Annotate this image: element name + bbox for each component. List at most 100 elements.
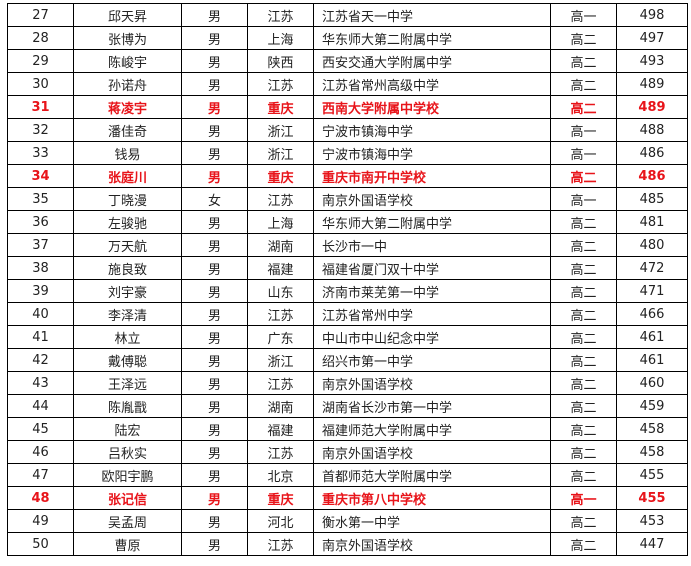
gender-cell: 男 (181, 256, 248, 280)
score-cell: 489 (616, 95, 688, 119)
score-cell: 488 (616, 118, 688, 142)
score-cell: 458 (616, 417, 688, 441)
grade-cell: 高二 (550, 256, 617, 280)
table-row: 41 林立男广东 中山市中山纪念中学 高二 461 (7, 325, 688, 349)
rank-cell: 50 (7, 532, 74, 556)
score-cell: 461 (616, 348, 688, 372)
gender-cell: 男 (181, 233, 248, 257)
school-cell: 宁波市镇海中学 (313, 141, 551, 165)
rank-cell: 41 (7, 325, 74, 349)
gender-cell: 男 (181, 325, 248, 349)
table-row: 47 欧阳宇鹏男北京 首都师范大学附属中学 高二 455 (7, 463, 688, 487)
name-cell: 吴孟周 (73, 509, 182, 533)
score-cell: 458 (616, 440, 688, 464)
grade-cell: 高一 (550, 118, 617, 142)
name-cell: 林立 (73, 325, 182, 349)
score-cell: 486 (616, 164, 688, 188)
grade-cell: 高一 (550, 141, 617, 165)
province-cell: 浙江 (247, 141, 314, 165)
gender-cell: 男 (181, 95, 248, 119)
score-cell: 466 (616, 302, 688, 326)
table-row: 32 潘佳奇男浙江 宁波市镇海中学 高一 488 (7, 118, 688, 142)
province-cell: 江苏 (247, 371, 314, 395)
name-cell: 施良致 (73, 256, 182, 280)
grade-cell: 高一 (550, 3, 617, 27)
grade-cell: 高二 (550, 440, 617, 464)
rank-cell: 36 (7, 210, 74, 234)
name-cell: 万天航 (73, 233, 182, 257)
name-cell: 吕秋实 (73, 440, 182, 464)
gender-cell: 男 (181, 532, 248, 556)
province-cell: 福建 (247, 417, 314, 441)
table-row: 40 李泽清男江苏 江苏省常州中学 高二 466 (7, 302, 688, 326)
score-cell: 461 (616, 325, 688, 349)
school-cell: 南京外国语学校 (313, 371, 551, 395)
grade-cell: 高二 (550, 95, 617, 119)
rank-cell: 45 (7, 417, 74, 441)
score-cell: 485 (616, 187, 688, 211)
rank-cell: 32 (7, 118, 74, 142)
school-cell: 重庆市第八中学校 (313, 486, 551, 510)
school-cell: 南京外国语学校 (313, 440, 551, 464)
grade-cell: 高二 (550, 302, 617, 326)
province-cell: 江苏 (247, 532, 314, 556)
gender-cell: 男 (181, 463, 248, 487)
province-cell: 湖南 (247, 394, 314, 418)
grade-cell: 高二 (550, 49, 617, 73)
rank-cell: 43 (7, 371, 74, 395)
province-cell: 广东 (247, 325, 314, 349)
table-row: 35 丁晓漫女江苏 南京外国语学校 高一 485 (7, 187, 688, 211)
rank-cell: 35 (7, 187, 74, 211)
rank-cell: 46 (7, 440, 74, 464)
gender-cell: 男 (181, 72, 248, 96)
rank-cell: 42 (7, 348, 74, 372)
school-cell: 宁波市镇海中学 (313, 118, 551, 142)
score-cell: 481 (616, 210, 688, 234)
table-row: 27 邱天昇男江苏 江苏省天一中学 高一 498 (7, 3, 688, 27)
name-cell: 丁晓漫 (73, 187, 182, 211)
school-cell: 江苏省常州高级中学 (313, 72, 551, 96)
name-cell: 张博为 (73, 26, 182, 50)
grade-cell: 高二 (550, 26, 617, 50)
gender-cell: 男 (181, 141, 248, 165)
school-cell: 华东师大第二附属中学 (313, 26, 551, 50)
grade-cell: 高二 (550, 463, 617, 487)
score-cell: 472 (616, 256, 688, 280)
score-cell: 455 (616, 486, 688, 510)
rank-cell: 44 (7, 394, 74, 418)
score-cell: 497 (616, 26, 688, 50)
province-cell: 江苏 (247, 3, 314, 27)
gender-cell: 男 (181, 279, 248, 303)
gender-cell: 男 (181, 210, 248, 234)
name-cell: 王泽远 (73, 371, 182, 395)
name-cell: 陈峻宇 (73, 49, 182, 73)
table-row: 38 施良致男福建 福建省厦门双十中学 高二 472 (7, 256, 688, 280)
table-row: 49 吴孟周男河北 衡水第一中学 高二 453 (7, 509, 688, 533)
table-row: 43 王泽远男江苏 南京外国语学校 高二 460 (7, 371, 688, 395)
school-cell: 首都师范大学附属中学 (313, 463, 551, 487)
rank-cell: 27 (7, 3, 74, 27)
school-cell: 华东师大第二附属中学 (313, 210, 551, 234)
name-cell: 潘佳奇 (73, 118, 182, 142)
school-cell: 西安交通大学附属中学 (313, 49, 551, 73)
grade-cell: 高二 (550, 532, 617, 556)
rank-cell: 30 (7, 72, 74, 96)
province-cell: 重庆 (247, 486, 314, 510)
province-cell: 浙江 (247, 118, 314, 142)
score-cell: 486 (616, 141, 688, 165)
name-cell: 邱天昇 (73, 3, 182, 27)
grade-cell: 高二 (550, 371, 617, 395)
rank-cell: 40 (7, 302, 74, 326)
gender-cell: 男 (181, 486, 248, 510)
school-cell: 福建师范大学附属中学 (313, 417, 551, 441)
school-cell: 江苏省天一中学 (313, 3, 551, 27)
rank-cell: 49 (7, 509, 74, 533)
table-row: 44 陈胤戬男湖南 湖南省长沙市第一中学 高二 459 (7, 394, 688, 418)
score-cell: 455 (616, 463, 688, 487)
school-cell: 西南大学附属中学校 (313, 95, 551, 119)
province-cell: 湖南 (247, 233, 314, 257)
grade-cell: 高二 (550, 233, 617, 257)
school-cell: 南京外国语学校 (313, 532, 551, 556)
table-row: 30 孙诺舟男江苏 江苏省常州高级中学 高二 489 (7, 72, 688, 96)
table-row: 34 张庭川男重庆 重庆市南开中学校 高二 486 (7, 164, 688, 188)
